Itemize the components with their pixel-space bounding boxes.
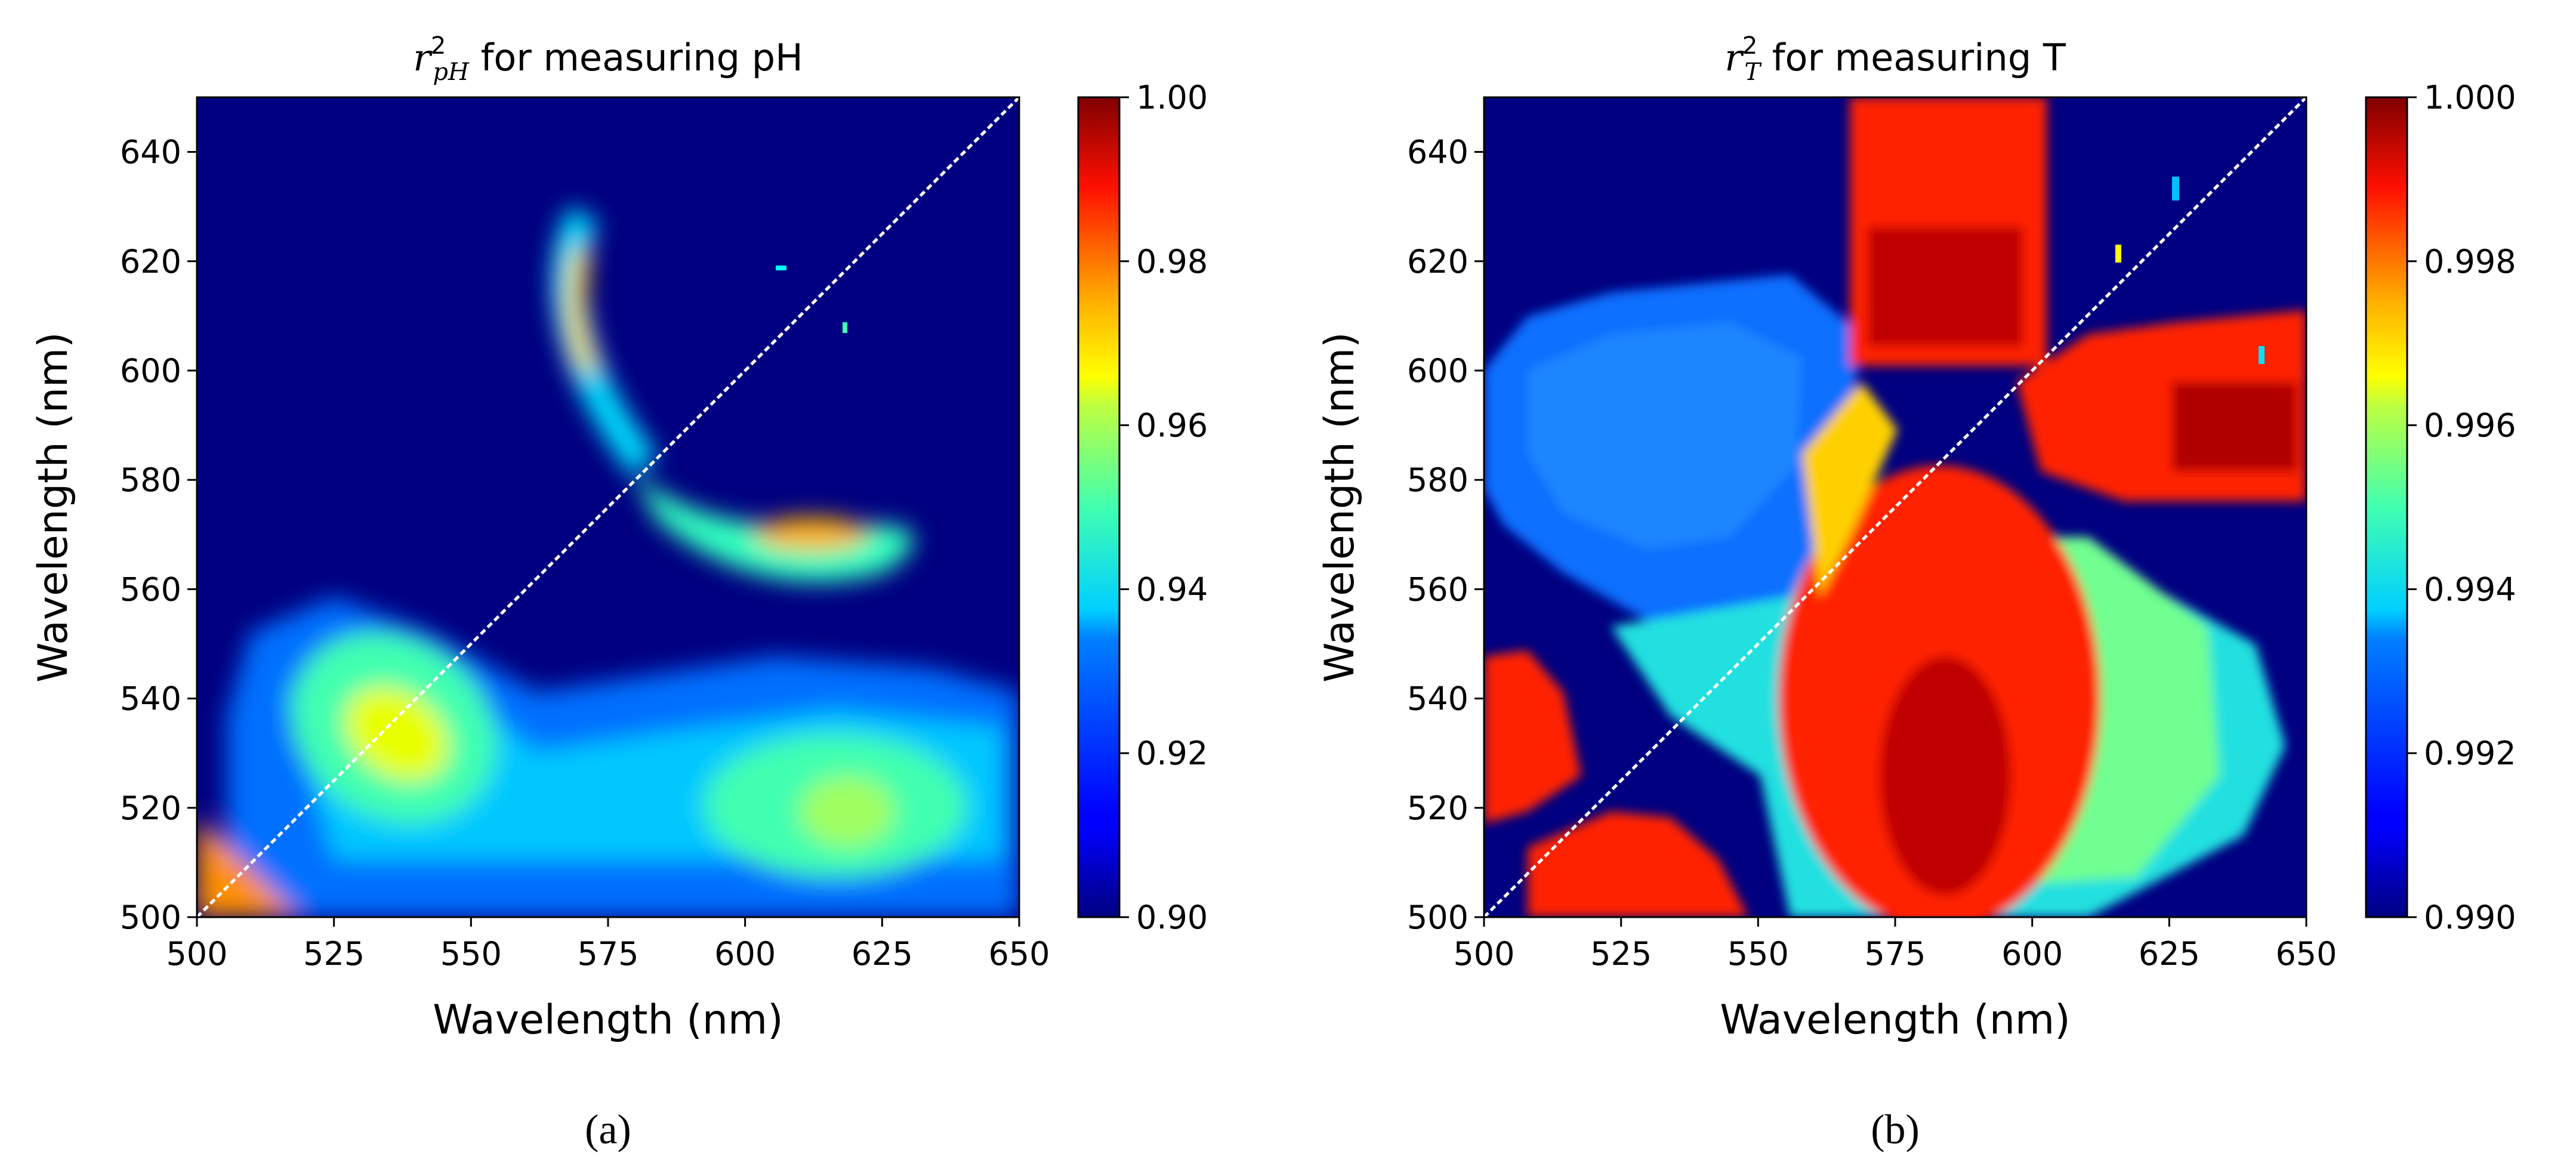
region-b-corner-left: [1484, 650, 1581, 823]
title-a-rest: for measuring pH: [469, 36, 803, 79]
colorbar-tick-label: 0.92: [1136, 735, 1208, 772]
ytick-label: 540: [120, 680, 181, 718]
colorbar-tick-label: 0.994: [2424, 570, 2516, 608]
title-a: r2 pH for measuring pH: [413, 32, 803, 86]
colorbar-a: [1077, 96, 1121, 918]
colorbar-tick-label: 1.00: [1136, 79, 1208, 116]
speck-b-1: [2172, 177, 2179, 200]
xtick-label: 600: [714, 935, 776, 973]
xtick-label: 625: [852, 935, 913, 973]
title-b-symbol: r: [1724, 36, 1744, 79]
xtick-label: 500: [1453, 935, 1514, 973]
xlabel-b: Wavelength (nm): [1720, 997, 2070, 1044]
xtick-label: 550: [1727, 935, 1789, 973]
diagonal-a: [197, 97, 1019, 917]
title-b-sub: T: [1744, 58, 1762, 86]
colorbar-tick-label: 0.90: [1136, 899, 1208, 936]
colorbar-tick-label: 0.996: [2424, 407, 2516, 445]
ylabel-a: Wavelength (nm): [30, 332, 77, 682]
panel-b: r2 T for measuring T: [1316, 32, 2516, 1153]
title-b: r2 T for measuring T: [1724, 32, 2066, 86]
xtick-label: 500: [166, 935, 227, 973]
region-a-oval-core: [344, 686, 449, 782]
region-b-lower-oval-core: [1880, 656, 2011, 895]
speck-a-2: [843, 322, 847, 333]
colorbar-tick-label: 0.998: [2424, 243, 2516, 280]
region-a-band-core: [800, 776, 895, 847]
xtick-label: 650: [988, 935, 1050, 973]
xtick-label: 625: [2139, 935, 2200, 973]
ytick-label: 520: [1407, 789, 1469, 827]
xtick-label: 525: [303, 935, 365, 973]
diagonal-b: [1484, 97, 2306, 917]
speck-b-2: [2259, 346, 2265, 364]
speck-b-3: [2115, 245, 2121, 263]
panel-label-b: (b): [1871, 1107, 1920, 1153]
ytick-label: 560: [120, 570, 181, 608]
colorbar-tick-label: 0.990: [2424, 899, 2516, 936]
region-b-right-band-core: [2172, 382, 2297, 471]
panel-label-a: (a): [585, 1107, 631, 1153]
xtick-label: 575: [1864, 935, 1926, 973]
title-b-sup: 2: [1742, 32, 1757, 60]
ytick-label: 500: [120, 899, 181, 936]
xtick-label: 575: [577, 935, 638, 973]
ylabel-b: Wavelength (nm): [1316, 332, 1363, 682]
region-b-left-lobe-inner: [1528, 322, 1802, 549]
ytick-label: 500: [1407, 899, 1469, 936]
region-b-corner-bottom: [1528, 812, 1748, 917]
ytick-label: 640: [120, 134, 181, 171]
region-b-upper-block-core: [1868, 227, 2023, 346]
ytick-label: 540: [1407, 680, 1469, 718]
title-a-sup: 2: [431, 32, 446, 60]
colorbar-tick-label: 0.96: [1136, 407, 1208, 445]
ytick-label: 580: [1407, 461, 1469, 499]
xtick-label: 600: [2001, 935, 2063, 973]
title-a-symbol: r: [413, 36, 433, 79]
colorbar-b: [2365, 96, 2408, 918]
panel-a: r2 pH for measuring pH: [30, 32, 1208, 1153]
ytick-label: 580: [120, 461, 181, 499]
ytick-label: 600: [1407, 352, 1469, 390]
yaxis-a: 500 520 540 560 580 600 620 640: [120, 134, 197, 936]
xlabel-a: Wavelength (nm): [433, 997, 783, 1044]
ytick-label: 640: [1407, 134, 1469, 171]
speck-a-1: [776, 266, 786, 270]
ytick-label: 620: [1407, 243, 1469, 280]
heatmap-b: [1484, 97, 2306, 917]
title-b-rest: for measuring T: [1760, 36, 2066, 79]
xtick-label: 550: [440, 935, 502, 973]
title-a-sub: pH: [433, 58, 470, 86]
colorbar-b-ticks: 0.990 0.992 0.994 0.996 0.998 1.000: [2407, 79, 2516, 936]
region-b-yellow-edge: [1802, 382, 1898, 597]
colorbar-tick-label: 0.992: [2424, 735, 2516, 772]
region-a-arc-core: [567, 249, 599, 374]
ytick-label: 520: [120, 789, 181, 827]
colorbar-tick-label: 0.94: [1136, 570, 1208, 608]
ytick-label: 600: [120, 352, 181, 390]
colorbar-tick-label: 1.000: [2424, 79, 2516, 116]
yaxis-b: 500 520 540 560 580 600 620 640: [1407, 134, 1484, 936]
colorbar-a-ticks: 0.90 0.92 0.94 0.96 0.98 1.00: [1119, 79, 1208, 936]
colorbar-tick-label: 0.98: [1136, 243, 1208, 280]
heatmap-a: [197, 97, 1019, 917]
ytick-label: 620: [120, 243, 181, 280]
xtick-label: 525: [1590, 935, 1652, 973]
region-a-lobe-core: [755, 517, 868, 551]
xaxis-b: 500 525 550 575 600 625 650: [1453, 917, 2337, 973]
xaxis-a: 500 525 550 575 600 625 650: [166, 917, 1050, 973]
xtick-label: 650: [2275, 935, 2337, 973]
ytick-label: 560: [1407, 570, 1469, 608]
